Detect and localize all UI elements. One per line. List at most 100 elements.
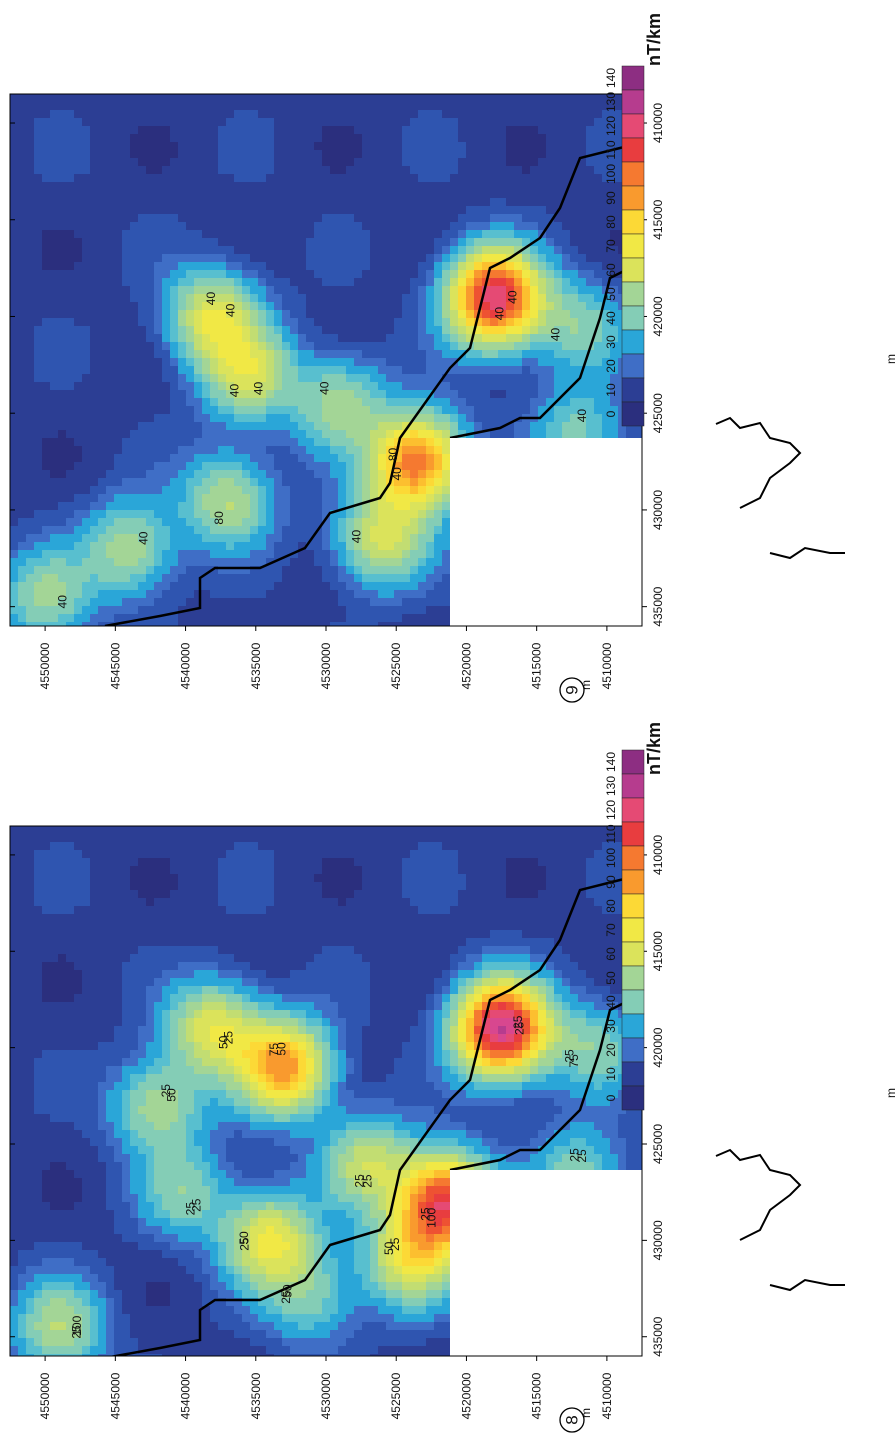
field-cell [442,930,451,939]
field-cell [130,882,139,891]
field-cell [498,1050,507,1059]
field-cell [370,866,379,875]
field-cell [242,946,251,955]
field-cell [498,1130,507,1139]
field-cell [50,826,59,835]
field-cell [338,1210,347,1219]
field-cell [130,874,139,883]
field-cell [234,1082,243,1091]
field-cell [202,1210,211,1219]
field-cell [10,954,19,963]
field-cell [490,1098,499,1107]
field-cell [314,1058,323,1067]
field-cell [66,1002,75,1011]
field-cell [194,970,203,979]
field-cell [42,1170,51,1179]
field-cell [386,1138,395,1147]
field-cell [370,850,379,859]
field-cell [170,1186,179,1195]
field-cell [514,890,523,899]
field-cell [530,1018,539,1027]
field-cell [162,970,171,979]
field-cell [106,1242,115,1251]
field-cell [482,1130,491,1139]
field-cell [186,1154,195,1163]
field-cell [346,1242,355,1251]
field-cell [330,922,339,931]
field-cell [330,882,339,891]
field-cell [10,994,19,1003]
field-cell [74,1322,83,1331]
field-cell [322,1162,331,1171]
field-cell [146,1082,155,1091]
field-cell [50,1090,59,1099]
field-cell [170,1106,179,1115]
field-cell [346,882,355,891]
field-cell [530,930,539,939]
field-cell [26,1250,35,1259]
field-cell [266,1186,275,1195]
field-cell [330,954,339,963]
field-cell [586,826,595,835]
field-cell [290,874,299,883]
field-cell [338,1234,347,1243]
field-cell [34,1018,43,1027]
field-cell [442,1042,451,1051]
field-cell [426,1298,435,1307]
field-cell [74,946,83,955]
field-cell [370,1290,379,1299]
field-cell [498,826,507,835]
field-cell [346,1298,355,1307]
field-cell [610,898,619,907]
field-cell [266,1114,275,1123]
field-cell [538,1130,547,1139]
field-cell [522,1098,531,1107]
field-cell [466,1002,475,1011]
field-cell [538,1010,547,1019]
field-cell [530,1114,539,1123]
field-cell [450,866,459,875]
field-cell [106,1234,115,1243]
field-cell [42,866,51,875]
field-cell [74,1250,83,1259]
field-cell [154,1154,163,1163]
field-cell [346,970,355,979]
field-cell [98,882,107,891]
field-cell [234,1162,243,1171]
field-cell [186,1106,195,1115]
field-cell [378,1106,387,1115]
field-cell [546,978,555,987]
field-cell [18,1066,27,1075]
field-cell [586,1090,595,1099]
field-cell [306,866,315,875]
field-cell [202,1186,211,1195]
field-cell [290,1234,299,1243]
field-cell [210,898,219,907]
field-cell [34,1066,43,1075]
field-cell [594,1106,603,1115]
field-cell [226,1002,235,1011]
field-cell [242,882,251,891]
field-cell [178,1138,187,1147]
field-cell [106,1282,115,1291]
field-cell [346,1154,355,1163]
field-cell [82,1026,91,1035]
field-cell [370,986,379,995]
field-cell [58,1242,67,1251]
field-cell [154,1178,163,1187]
field-cell [58,1042,67,1051]
field-cell [450,994,459,1003]
field-cell [98,1242,107,1251]
field-cell [554,1146,563,1155]
field-cell [514,1010,523,1019]
field-cell [34,1154,43,1163]
field-cell [10,1122,19,1131]
field-cell [554,954,563,963]
field-cell [186,1090,195,1099]
field-cell [186,882,195,891]
field-cell [242,1090,251,1099]
field-cell [458,914,467,923]
field-cell [226,1074,235,1083]
field-cell [514,994,523,1003]
field-cell [506,1162,515,1171]
